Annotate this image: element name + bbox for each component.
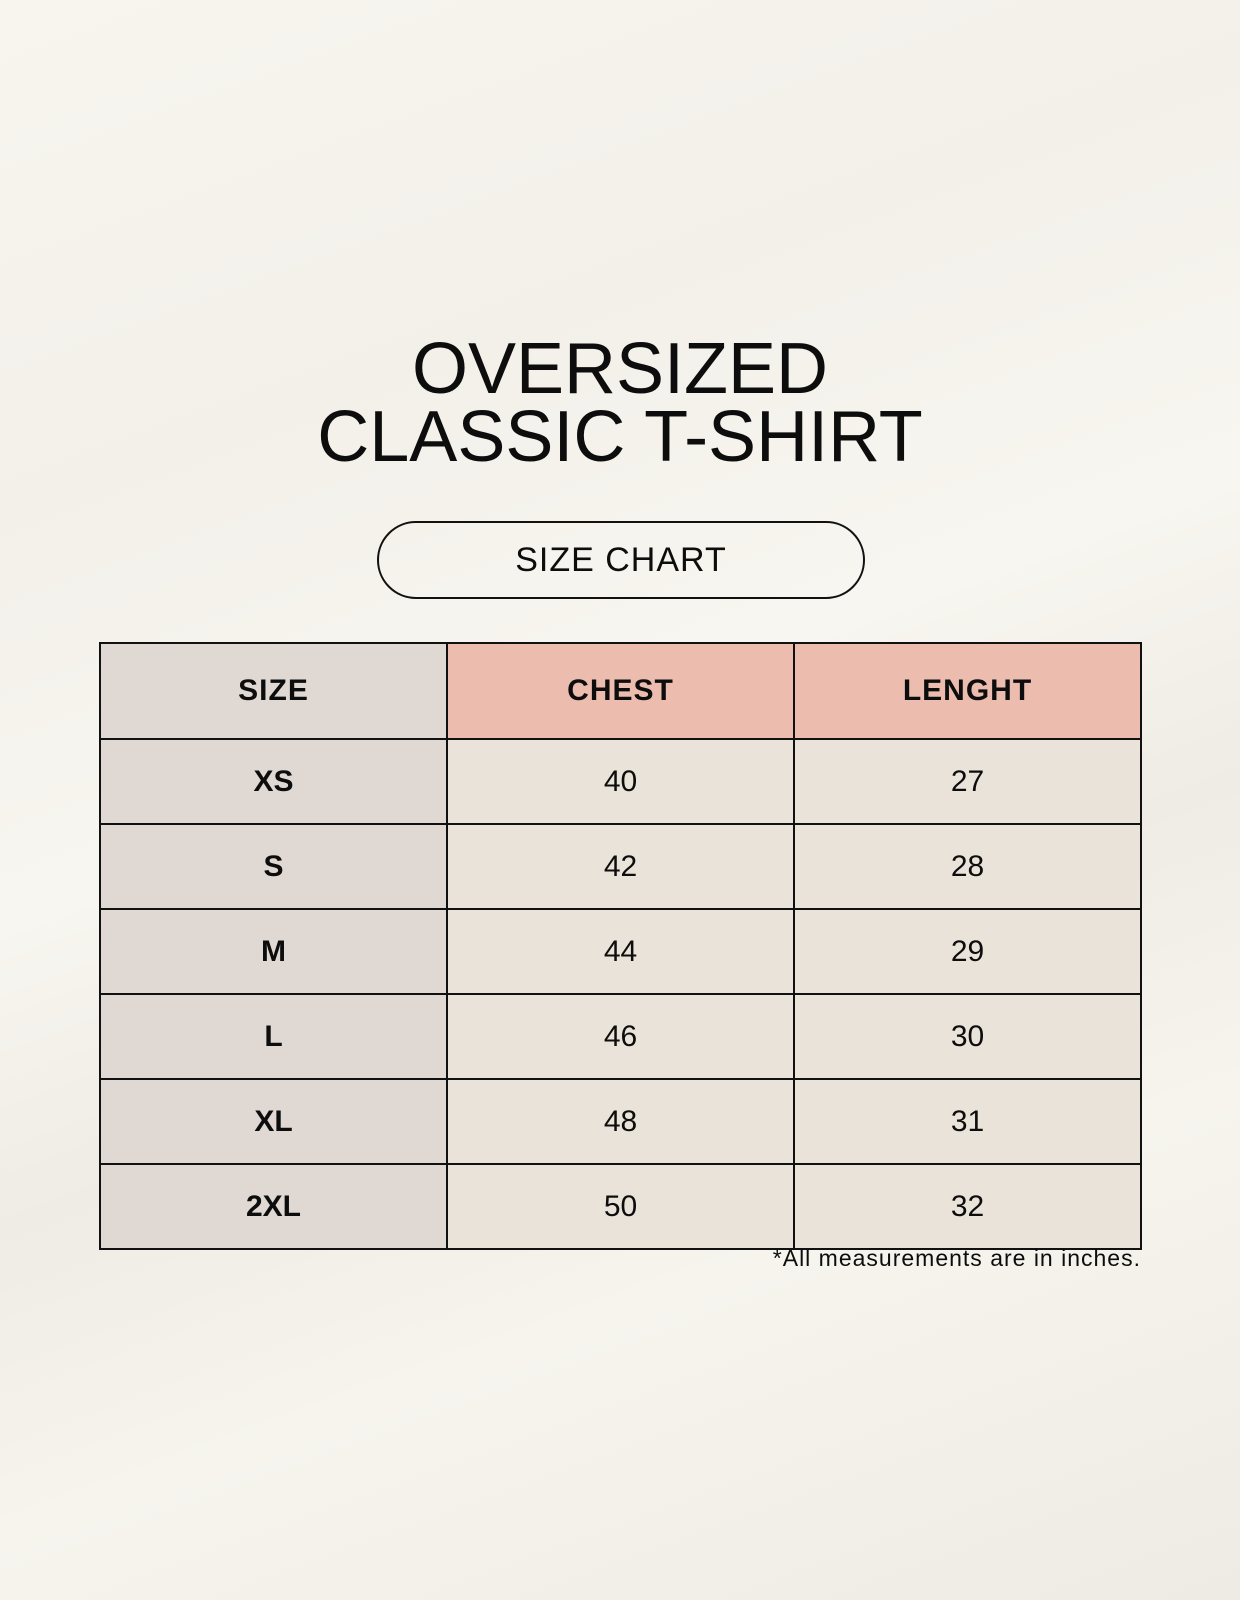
size-chart-label: SIZE CHART [377, 521, 865, 599]
page-title: OVERSIZED CLASSIC T-SHIRT [0, 329, 1240, 477]
header-length: LENGHT [793, 642, 1142, 740]
length-cell: 28 [793, 823, 1142, 910]
length-cell: 32 [793, 1163, 1142, 1250]
header-row: SIZE CHEST LENGHT [99, 642, 1142, 740]
size-cell: S [99, 823, 448, 910]
table-row: 2XL 50 32 [99, 1163, 1142, 1250]
chest-cell: 46 [446, 993, 795, 1080]
table-row: XS 40 27 [99, 738, 1142, 825]
header-size: SIZE [99, 642, 448, 740]
size-cell: XS [99, 738, 448, 825]
chest-cell: 42 [446, 823, 795, 910]
size-cell: M [99, 908, 448, 995]
chest-cell: 40 [446, 738, 795, 825]
table-row: S 42 28 [99, 823, 1142, 910]
chest-cell: 48 [446, 1078, 795, 1165]
title-line-1: OVERSIZED [411, 329, 829, 409]
size-cell: XL [99, 1078, 448, 1165]
table-row: XL 48 31 [99, 1078, 1142, 1165]
size-cell: L [99, 993, 448, 1080]
length-cell: 27 [793, 738, 1142, 825]
size-table: SIZE CHEST LENGHT XS 40 27 S 42 28 M 44 29 L 46… [99, 642, 1142, 1250]
chest-cell: 44 [446, 908, 795, 995]
length-cell: 29 [793, 908, 1142, 995]
table-row: M 44 29 [99, 908, 1142, 995]
length-cell: 31 [793, 1078, 1142, 1165]
title-line-2: CLASSIC T-SHIRT [317, 397, 923, 477]
chest-cell: 50 [446, 1163, 795, 1250]
size-cell: 2XL [99, 1163, 448, 1250]
header-chest: CHEST [446, 642, 795, 740]
table-row: L 46 30 [99, 993, 1142, 1080]
length-cell: 30 [793, 993, 1142, 1080]
footnote: *All measurements are in inches. [772, 1245, 1141, 1271]
